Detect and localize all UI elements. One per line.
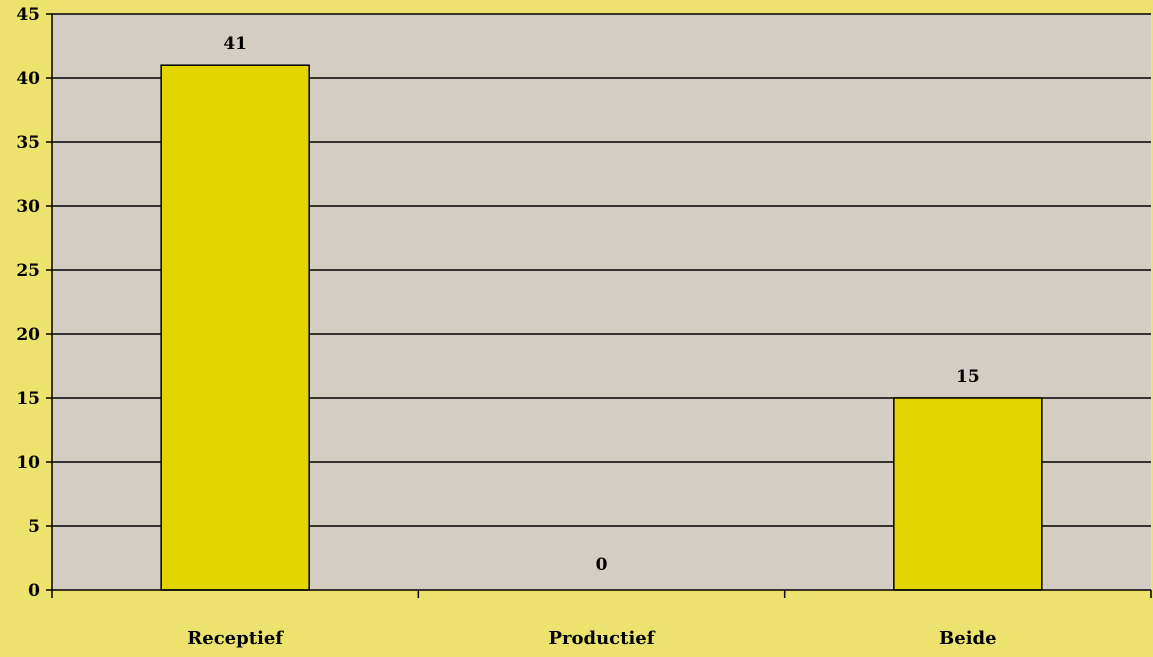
- x-category-label: Receptief: [187, 628, 284, 649]
- y-tick-label: 20: [16, 325, 40, 345]
- data-label: 0: [596, 555, 608, 575]
- y-tick-label: 40: [16, 69, 40, 89]
- y-tick-label: 15: [16, 389, 40, 409]
- data-label: 15: [956, 367, 980, 387]
- y-tick-label: 35: [16, 133, 40, 153]
- y-tick-label: 30: [16, 197, 40, 217]
- x-category-label: Beide: [939, 628, 997, 649]
- bar-receptief: [160, 64, 310, 591]
- bar-beide: [893, 397, 1043, 591]
- data-labels: 41 0 15: [223, 34, 979, 575]
- bars: [160, 64, 1043, 591]
- y-tick-label: 25: [16, 261, 40, 281]
- data-label: 41: [223, 34, 247, 54]
- axes: 0 5 10 15 20 25 30 35 40 45 Receptief Productief Bei…: [16, 5, 1152, 649]
- y-tick-label: 45: [16, 5, 40, 25]
- y-tick-label: 0: [28, 581, 40, 601]
- y-tick-label: 5: [28, 517, 40, 537]
- y-tick-label: 10: [16, 453, 40, 473]
- x-category-label: Productief: [548, 628, 655, 649]
